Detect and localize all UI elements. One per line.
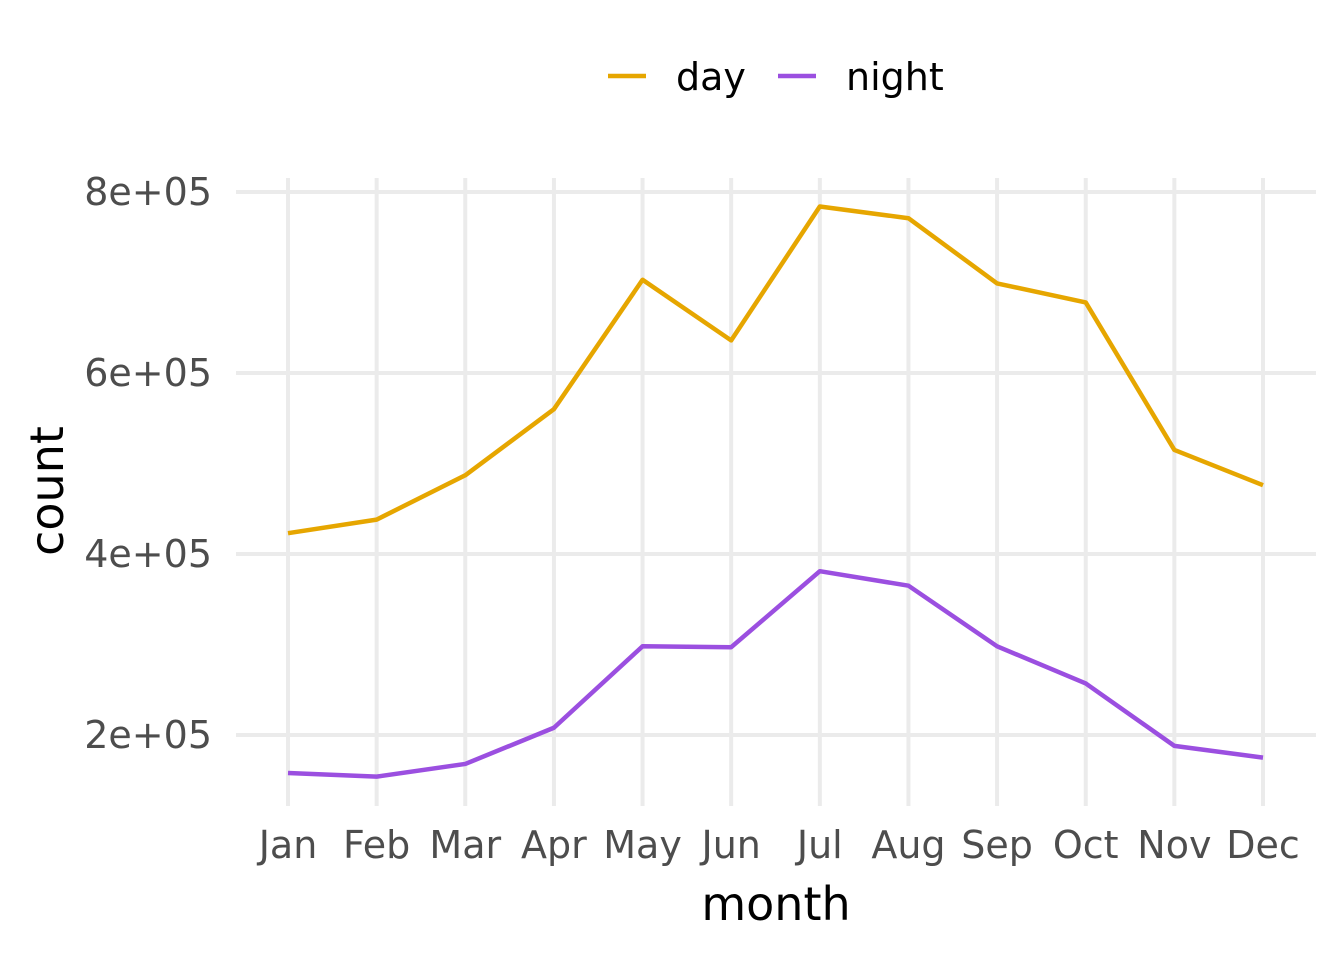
x-tick-label-dec: Dec: [1226, 823, 1300, 867]
y-tick-label-6e-05: 6e+05: [84, 351, 212, 395]
y-axis-title: count: [20, 426, 74, 556]
x-tick-label-apr: Apr: [521, 823, 587, 867]
legend-label-night: night: [846, 55, 944, 99]
x-axis-tick-labels: Jan Feb Mar Apr May Jun Jul Aug Sep Oct Nov Dec: [257, 823, 1300, 867]
x-tick-label-sep: Sep: [961, 823, 1033, 867]
series-line-night: [287, 568, 1264, 779]
x-tick-label-may: May: [603, 823, 682, 867]
x-tick-label-oct: Oct: [1053, 823, 1119, 867]
legend-label-day: day: [676, 55, 746, 99]
y-tick-label-4e-05: 4e+05: [84, 532, 212, 576]
x-tick-label-jul: Jul: [795, 823, 843, 867]
series-line-day: [287, 204, 1264, 536]
x-tick-label-jun: Jun: [699, 823, 760, 867]
y-tick-label-8e-05: 8e+05: [84, 170, 212, 214]
x-tick-label-mar: Mar: [429, 823, 501, 867]
series-lines: [287, 204, 1264, 779]
y-tick-label-2e-05: 2e+05: [84, 713, 212, 757]
x-tick-label-feb: Feb: [343, 823, 410, 867]
vertical-gridlines: [286, 178, 1265, 806]
horizontal-gridlines: [236, 190, 1316, 737]
x-tick-label-jan: Jan: [257, 823, 318, 867]
legend: day night: [608, 55, 944, 99]
x-tick-label-aug: Aug: [871, 823, 945, 867]
x-axis-title: month: [701, 877, 850, 931]
y-axis-tick-labels: 2e+05 4e+05 6e+05 8e+05: [84, 170, 212, 757]
x-tick-label-nov: Nov: [1137, 823, 1211, 867]
